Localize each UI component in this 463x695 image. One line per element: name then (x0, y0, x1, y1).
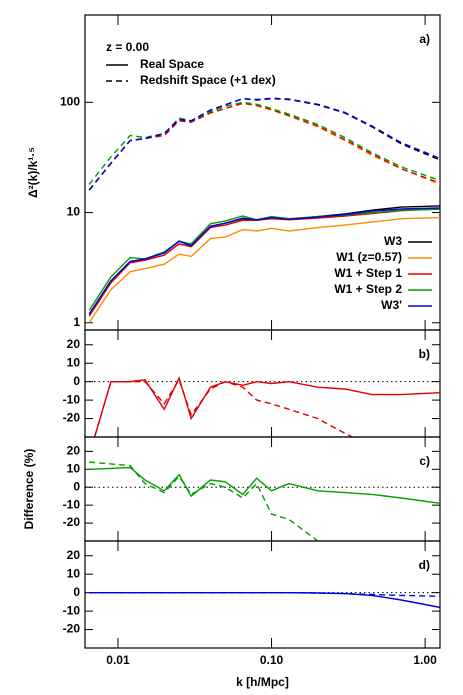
style-legend-label: Redshift Space (+1 dex) (140, 73, 276, 87)
series-group (89, 592, 440, 609)
series-line (88, 207, 440, 315)
x-tick-label: 1.00 (413, 653, 437, 667)
panel-label: b) (419, 347, 430, 361)
y-tick-label: -10 (63, 392, 81, 406)
panel-label: a) (419, 32, 430, 46)
y-tick-label: 10 (67, 355, 81, 369)
panel-label: c) (419, 454, 430, 468)
series-line (88, 101, 440, 185)
series-group (88, 97, 440, 324)
y-tick-label: 100 (60, 95, 80, 109)
y-tick-label: 0 (73, 374, 80, 388)
series-line (93, 378, 355, 437)
series-line (89, 466, 440, 504)
panel-label: d) (419, 558, 430, 572)
panel-frame (84, 436, 441, 542)
y-tick-label: 20 (67, 337, 81, 351)
series-line (88, 208, 440, 317)
legend-label: W1 (z=0.57) (336, 250, 402, 264)
x-axis-label: k [h/Mpc] (236, 675, 289, 689)
legend-label: W1 + Step 2 (334, 282, 402, 296)
y-tick-label: 10 (67, 461, 81, 475)
y-tick-label: 1 (73, 315, 80, 329)
legend-label: W1 + Step 1 (334, 266, 402, 280)
x-tick-label: 0.10 (260, 653, 284, 667)
style-legend-label: Real Space (140, 57, 204, 71)
y-axis-label: Δ²(k)/k¹·⁵ (26, 147, 40, 198)
series-line (88, 102, 440, 191)
y-axis-label: Difference (%) (22, 449, 36, 530)
series-line (88, 97, 440, 191)
y-tick-label: 0 (73, 585, 80, 599)
series-line (89, 461, 320, 541)
y-tick-label: 20 (67, 444, 81, 458)
series-line (89, 592, 440, 609)
y-tick-label: -10 (63, 497, 81, 511)
y-tick-label: 20 (67, 548, 81, 562)
panel-frame (84, 329, 441, 438)
y-tick-label: 10 (67, 205, 81, 219)
y-tick-label: -20 (63, 411, 81, 425)
y-tick-label: 10 (67, 566, 81, 580)
y-tick-label: -20 (63, 622, 81, 636)
y-tick-label: -20 (63, 515, 81, 529)
y-tick-label: 0 (73, 479, 80, 493)
series-line (89, 592, 440, 597)
series-line (93, 376, 440, 437)
series-group (93, 376, 440, 437)
annotation: z = 0.00 (106, 40, 149, 54)
series-line (88, 216, 440, 324)
series-line (88, 97, 440, 191)
series-group (89, 461, 440, 541)
x-tick-label: 0.01 (106, 653, 130, 667)
legend-label: W3 (384, 234, 402, 248)
series-line (88, 102, 440, 191)
legend-label: W3' (381, 298, 402, 312)
panel-frame (84, 540, 441, 649)
y-tick-label: -10 (63, 603, 81, 617)
